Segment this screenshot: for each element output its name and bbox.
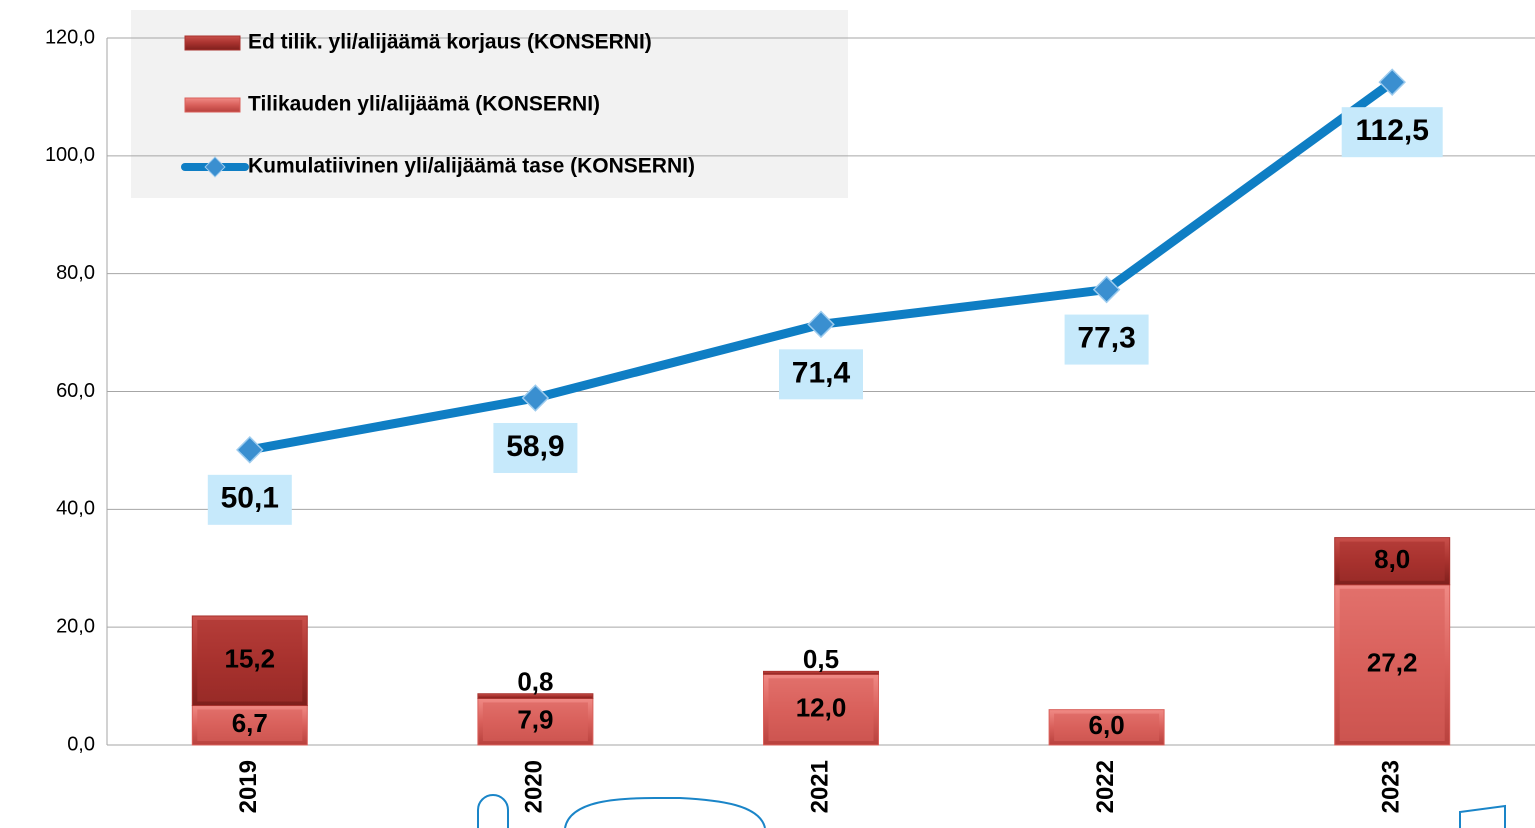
data-label: 6,0 <box>1089 710 1125 740</box>
y-tick-label: 120,0 <box>45 26 95 48</box>
data-label-bg <box>779 349 863 400</box>
bar-bevel <box>197 709 303 741</box>
y-tick-label: 40,0 <box>56 498 95 520</box>
x-tick-label: 2020 <box>521 760 548 813</box>
legend-marker <box>204 156 226 178</box>
data-label-bg <box>493 422 578 473</box>
bar-bevel <box>1339 588 1445 741</box>
data-label-bg <box>207 474 292 525</box>
data-label: 6,7 <box>232 708 268 738</box>
marker <box>807 310 835 339</box>
x-tick-label: 2023 <box>1378 760 1405 813</box>
data-label: 12,0 <box>796 693 847 723</box>
bar-bevel <box>197 619 303 702</box>
marker <box>521 384 550 412</box>
data-label: 50,1 <box>221 482 279 515</box>
bar <box>477 693 594 699</box>
data-label: 27,2 <box>1367 648 1418 678</box>
y-tick-label: 100,0 <box>45 144 95 166</box>
data-label: 7,9 <box>517 705 553 735</box>
legend-swatch <box>184 97 241 113</box>
data-label: 58,9 <box>506 430 564 463</box>
data-label: 0,8 <box>517 667 553 697</box>
x-tick-label: 2021 <box>806 760 833 813</box>
x-tick-label: 2019 <box>235 760 262 813</box>
bar <box>763 670 879 675</box>
data-label: 15,2 <box>224 644 275 674</box>
data-label-bg <box>1064 314 1149 365</box>
decoration <box>477 794 1506 828</box>
data-label-bg <box>1341 107 1443 158</box>
legend-label: Kumulatiivinen yli/alijäämä tase (KONSER… <box>248 155 695 178</box>
y-tick-label: 80,0 <box>56 262 95 284</box>
x-tick-label: 2022 <box>1092 760 1119 813</box>
bar-bevel <box>1339 541 1445 581</box>
y-tick-label: 0,0 <box>67 733 95 755</box>
legend-label: Tilikauden yli/alijäämä (KONSERNI) <box>248 93 600 116</box>
marker <box>236 436 264 464</box>
y-tick-label: 20,0 <box>56 615 95 637</box>
legend-swatch <box>184 35 241 51</box>
data-label: 112,5 <box>1355 114 1428 147</box>
legend-label: Ed tilik. yli/alijäämä korjaus (KONSERNI… <box>248 31 652 54</box>
legend-box <box>131 10 848 198</box>
marker <box>1378 68 1406 96</box>
bar-bevel <box>482 702 588 741</box>
y-tick-label: 60,0 <box>56 380 95 402</box>
data-label: 8,0 <box>1374 544 1410 574</box>
bar-bevel <box>1054 713 1160 741</box>
bar-bevel <box>768 678 874 741</box>
data-label: 77,3 <box>1077 321 1135 354</box>
marker <box>1092 275 1121 304</box>
data-label: 0,5 <box>803 644 839 674</box>
data-label: 71,4 <box>792 356 851 389</box>
